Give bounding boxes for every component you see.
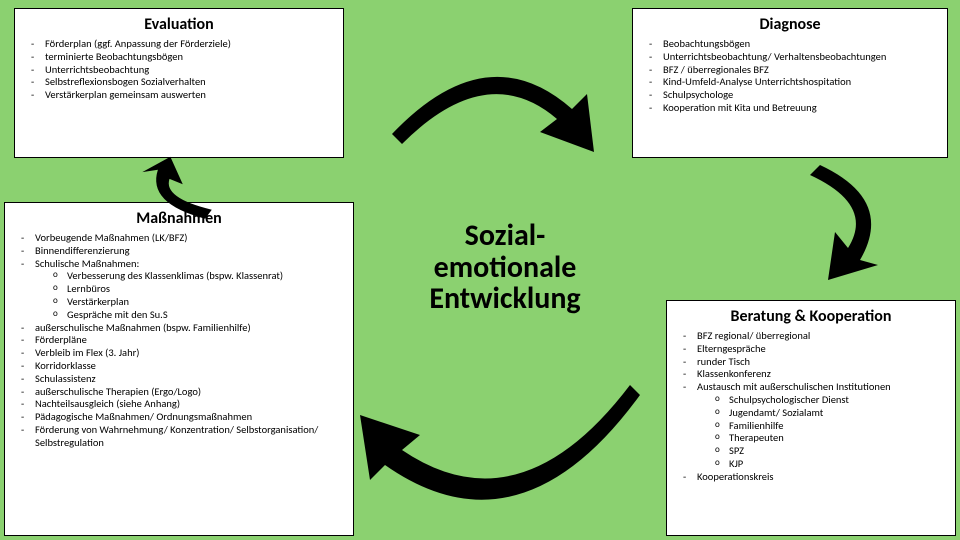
list-item: Förderung von Wahrnehmung/ Konzentration… <box>15 424 343 450</box>
list-item: Kooperationskreis <box>677 471 945 484</box>
cycle-arrow-bottom <box>350 380 650 530</box>
sub-list-item: KJP <box>711 458 945 471</box>
panel-beratung-list: BFZ regional/ überregionalElterngespräch… <box>677 330 945 484</box>
panel-evaluation-title: Evaluation <box>25 15 333 34</box>
center-title: Sozial-emotionaleEntwicklung <box>370 220 640 315</box>
panel-beratung-title: Beratung & Kooperation <box>677 307 945 326</box>
list-item: BFZ regional/ überregional <box>677 330 945 343</box>
list-item: Schulassistenz <box>15 373 343 386</box>
cycle-arrow-right <box>790 160 900 280</box>
panel-diagnose-title: Diagnose <box>643 15 937 34</box>
sub-list-item: SPZ <box>711 445 945 458</box>
sub-list: Verbesserung des Klassenklimas (bspw. Kl… <box>35 270 343 321</box>
list-item: Verstärkerplan gemeinsam auswerten <box>25 89 333 102</box>
panel-evaluation-list: Förderplan (ggf. Anpassung der Förderzie… <box>25 38 333 102</box>
sub-list-item: Jugendamt/ Sozialamt <box>711 407 945 420</box>
list-item: Schulische Maßnahmen:Verbesserung des Kl… <box>15 258 343 322</box>
list-item: Austausch mit außerschulischen Instituti… <box>677 381 945 471</box>
list-item: Elterngespräche <box>677 343 945 356</box>
list-item: Förderplan (ggf. Anpassung der Förderzie… <box>25 38 333 51</box>
list-item: terminierte Beobachtungsbögen <box>25 51 333 64</box>
sub-list-item: Schulpsychologischer Dienst <box>711 394 945 407</box>
panel-beratung: Beratung & Kooperation BFZ regional/ übe… <box>666 300 956 536</box>
panel-evaluation: Evaluation Förderplan (ggf. Anpassung de… <box>14 8 344 158</box>
sub-list-item: Gespräche mit den Su.S <box>49 309 343 322</box>
sub-list: Schulpsychologischer DienstJugendamt/ So… <box>697 394 945 471</box>
panel-diagnose: Diagnose BeobachtungsbögenUnterrichtsbeo… <box>632 8 948 158</box>
list-item: Korridorklasse <box>15 360 343 373</box>
panel-diagnose-list: BeobachtungsbögenUnterrichtsbeobachtung/… <box>643 38 937 115</box>
sub-list-item: Verstärkerplan <box>49 296 343 309</box>
list-item: Unterrichtsbeobachtung/ Verhaltensbeobac… <box>643 51 937 64</box>
sub-list-item: Therapeuten <box>711 432 945 445</box>
list-item: Vorbeugende Maßnahmen (LK/BFZ) <box>15 232 343 245</box>
panel-massnahmen-list: Vorbeugende Maßnahmen (LK/BFZ)Binnendiff… <box>15 232 343 450</box>
panel-massnahmen: Maßnahmen Vorbeugende Maßnahmen (LK/BFZ)… <box>4 202 354 536</box>
list-item: Beobachtungsbögen <box>643 38 937 51</box>
list-item: Binnendifferenzierung <box>15 245 343 258</box>
cycle-arrow-top <box>372 54 602 154</box>
list-item: Kooperation mit Kita und Betreuung <box>643 102 937 115</box>
